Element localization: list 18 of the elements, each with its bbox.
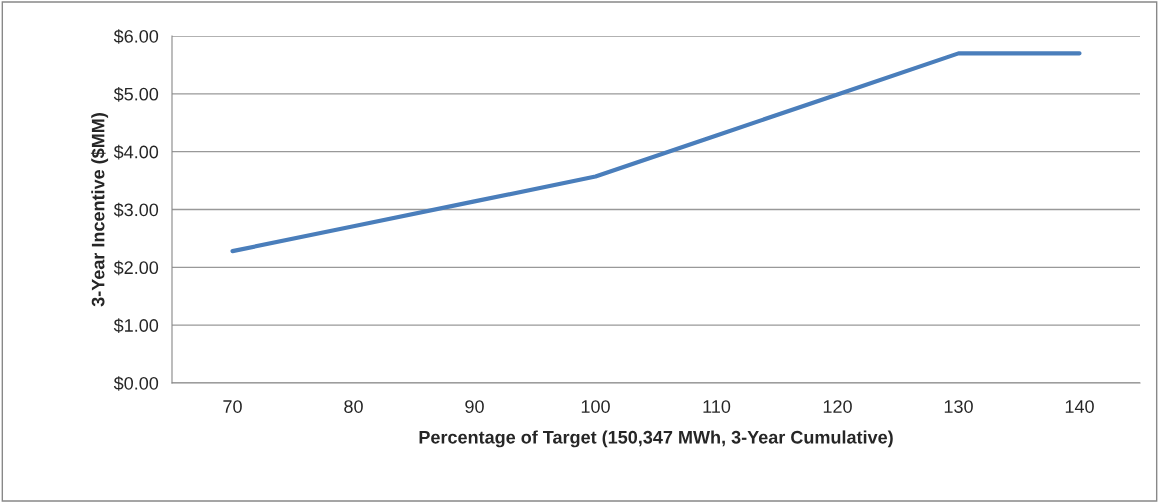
x-tick-label: 110 [703, 400, 731, 413]
x-axis-title: Percentage of Target (150,347 MWh, 3-Year Cumulative) [419, 430, 893, 448]
x-tick-label: 120 [823, 400, 852, 413]
y-tick-label: $6.00 [113, 29, 159, 44]
y-tick-label: $5.00 [113, 87, 159, 102]
y-tick-label: $4.00 [113, 144, 159, 160]
x-tick-label: 70 [223, 400, 242, 413]
x-tick-label: 80 [344, 400, 363, 413]
x-tick-label: 90 [465, 400, 484, 413]
line-series [230, 51, 1082, 254]
x-tick-label: 130 [944, 400, 973, 413]
x-tick-label: 100 [581, 400, 610, 413]
x-tick-label: 140 [1065, 400, 1094, 413]
y-axis-title: 3-Year Incentive ($MM) [90, 113, 109, 307]
y-tick-label: $2.00 [113, 260, 159, 276]
y-tick-label: $3.00 [113, 202, 159, 218]
y-tick-label: $0.00 [113, 376, 159, 391]
y-tick-label: $1.00 [113, 318, 159, 333]
